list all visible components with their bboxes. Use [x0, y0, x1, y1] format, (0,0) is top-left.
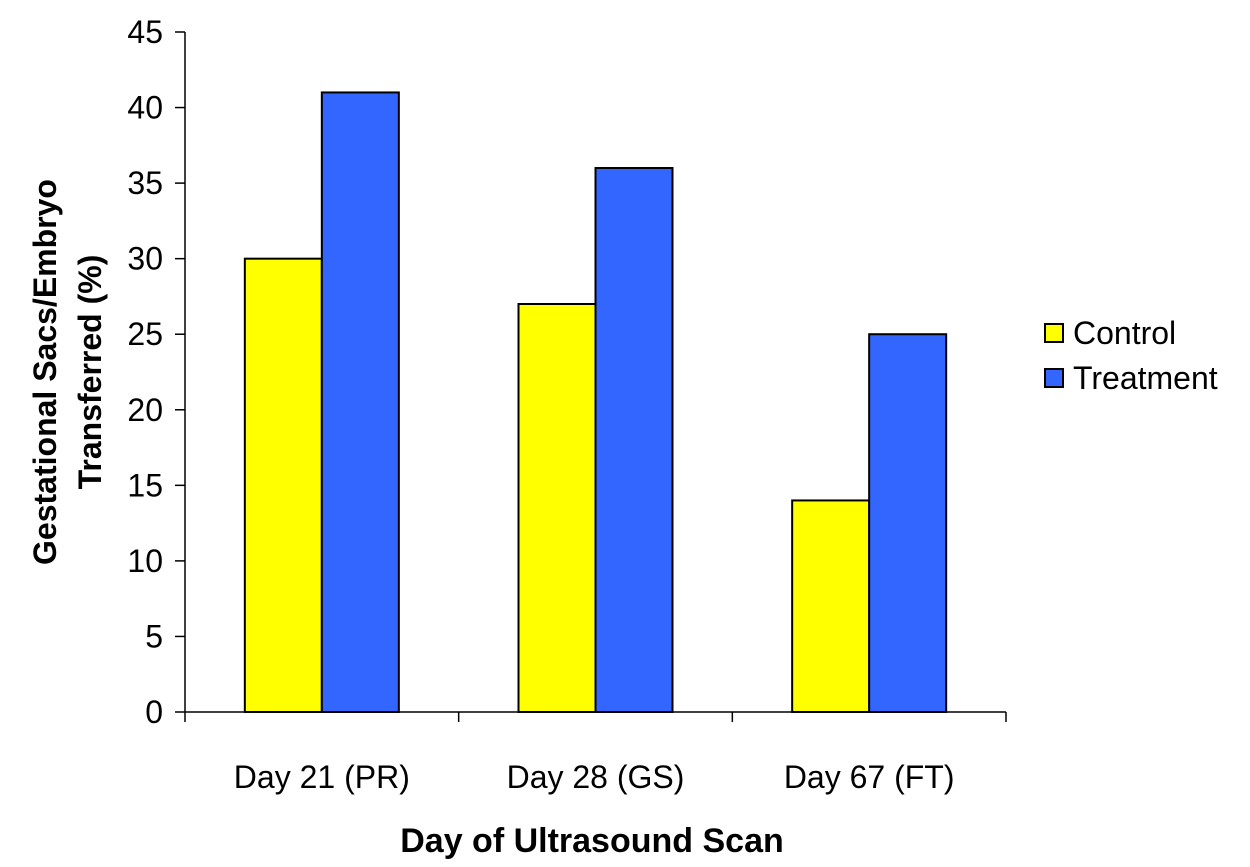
x-tick-label: Day 21 (PR) — [234, 759, 410, 795]
bar-control-1 — [243, 257, 323, 713]
y-axis-title-line-1: Gestational Sacs/Embryo — [27, 179, 63, 565]
bar-treatment-2 — [594, 167, 674, 713]
y-ticks-group: 0 5 10 15 20 25 30 35 40 45 — [127, 14, 185, 730]
legend-swatch-treatment — [1044, 368, 1064, 388]
x-ticks-group: Day 21 (PR) Day 28 (GS) Day 67 (FT) — [184, 712, 1007, 795]
x-axis-title: Day of Ultrasound Scan — [400, 822, 784, 860]
axes-group — [184, 32, 1006, 713]
x-tick-label: Day 67 (FT) — [784, 759, 955, 795]
y-tick-label: 10 — [127, 543, 163, 579]
y-tick-label: 45 — [127, 14, 163, 50]
bar-control-2 — [517, 303, 597, 713]
y-axis-title: Gestational Sacs/Embryo — [27, 179, 63, 565]
bar-control-3 — [791, 499, 871, 714]
y-tick-label: 20 — [127, 392, 163, 428]
legend-label-treatment: Treatment — [1073, 360, 1218, 396]
y-axis-title-line-2: Transferred (%) — [72, 255, 108, 490]
bar-treatment-1 — [320, 91, 400, 713]
legend-label-control: Control — [1073, 315, 1176, 351]
y-tick-label: 0 — [145, 694, 163, 730]
y-tick-label: 15 — [127, 467, 163, 503]
bars-group — [243, 91, 948, 714]
x-tick-label: Day 28 (GS) — [507, 759, 685, 795]
legend-swatch-control — [1044, 323, 1064, 343]
y-tick-label: 30 — [127, 241, 163, 277]
y-tick-label: 35 — [127, 165, 163, 201]
y-axis-title: Transferred (%) — [72, 255, 108, 490]
y-tick-label: 5 — [145, 618, 163, 654]
bar-treatment-3 — [868, 333, 948, 713]
y-tick-label: 25 — [127, 316, 163, 352]
legend: Control Treatment — [1044, 315, 1218, 396]
y-tick-label: 40 — [127, 90, 163, 126]
